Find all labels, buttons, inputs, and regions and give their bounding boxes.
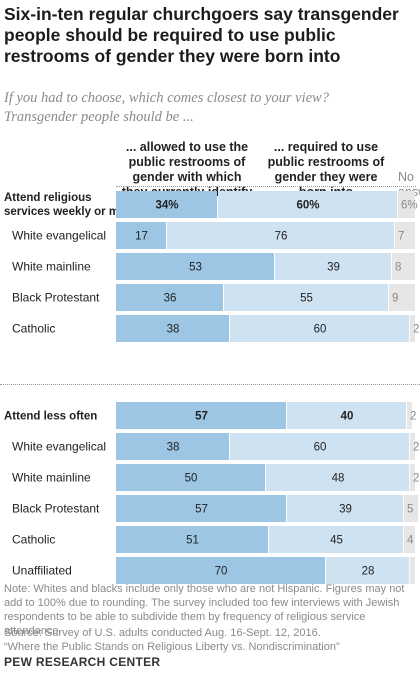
data-label-no-answer: 2 [413, 324, 419, 336]
bar-no-answer [410, 315, 415, 342]
row-label-line: White mainline [12, 260, 91, 274]
data-label-no-answer: 6% [401, 200, 418, 212]
bar-required [275, 253, 391, 280]
report-title: “Where the Public Stands on Religious Li… [4, 641, 340, 653]
row-label: Catholic [12, 322, 55, 336]
bar-required [224, 284, 388, 311]
row-label-line: White evangelical [12, 229, 106, 243]
data-label-allowed: 38 [167, 324, 180, 336]
row-label-line: Black Protestant [12, 291, 100, 305]
bar-required [287, 495, 403, 522]
chart-note: Note: Whites and blacks include only tho… [4, 583, 405, 637]
bar-allowed [116, 402, 286, 429]
data-label-no-answer: 9 [392, 293, 398, 305]
row-label-line: services weekly or more [4, 206, 137, 218]
data-label-no-answer: 4 [407, 535, 414, 547]
bar-no-answer [410, 433, 415, 460]
data-label-no-answer: 2 [410, 411, 416, 423]
data-label-allowed: 17 [135, 231, 148, 243]
data-label-no-answer: 8 [395, 262, 401, 274]
bar-allowed [116, 557, 325, 584]
row-label: Unaffiliated [12, 564, 72, 578]
data-label-allowed: 51 [186, 535, 199, 547]
bar-no-answer [410, 557, 415, 584]
data-label-no-answer: 7 [398, 231, 404, 243]
bar-allowed [116, 191, 217, 218]
data-label-no-answer: 5 [407, 504, 413, 516]
bar-no-answer [392, 253, 415, 280]
row-label: White evangelical [12, 229, 106, 243]
row-label-line: Catholic [12, 322, 55, 336]
data-label-required: 60% [296, 200, 319, 212]
bar-allowed [116, 433, 229, 460]
row-label: White mainline [12, 260, 91, 274]
header-divider [116, 186, 416, 187]
bar-allowed [116, 526, 268, 553]
data-label-allowed: 36 [164, 293, 177, 305]
bar-no-answer [404, 495, 418, 522]
bar-required [326, 557, 409, 584]
bar-allowed [116, 464, 265, 491]
data-label-required: 45 [330, 535, 343, 547]
subtitle-line-2: Transgender people should be ... [4, 109, 194, 125]
data-label-no-answer: 2 [413, 473, 419, 485]
subtitle-line-1: If you had to choose, which comes closes… [4, 90, 329, 106]
row-label-line: Attend religious [4, 192, 92, 204]
row-label: White evangelical [12, 440, 106, 454]
data-label-allowed: 57 [195, 504, 208, 516]
row-label: White mainline [12, 471, 91, 485]
data-label-required: 28 [362, 566, 375, 578]
data-label-no-answer: 2 [413, 442, 419, 454]
chart-subtitle: If you had to choose, which comes closes… [4, 89, 416, 127]
data-label-required: 55 [300, 293, 313, 305]
bar-required [230, 433, 409, 460]
row-label: Black Protestant [12, 502, 100, 516]
row-label: Attend religious services weekly or more [4, 192, 137, 218]
row-label-line: Black Protestant [12, 502, 100, 516]
bar-no-answer [389, 284, 415, 311]
bar-required [269, 526, 403, 553]
data-label-required: 76 [275, 231, 288, 243]
bar-allowed [116, 495, 286, 522]
data-label-required: 39 [339, 504, 352, 516]
data-label-required: 39 [327, 262, 340, 274]
data-label-allowed: 57 [195, 411, 208, 423]
row-label: Black Protestant [12, 291, 100, 305]
bar-required [218, 191, 397, 218]
bar-required [266, 464, 409, 491]
bar-required [167, 222, 394, 249]
bar-no-answer [410, 464, 415, 491]
data-label-allowed: 38 [167, 442, 180, 454]
bar-no-answer [404, 526, 415, 553]
row-label-line: Attend less often [4, 411, 97, 423]
data-label-required: 60 [314, 324, 327, 336]
group-separator [0, 384, 420, 385]
data-label-allowed: 50 [185, 473, 198, 485]
bar-no-answer [398, 191, 415, 218]
row-label-line: Catholic [12, 533, 55, 547]
bar-no-answer [407, 402, 412, 429]
bar-required [287, 402, 406, 429]
bar-allowed [116, 222, 166, 249]
data-label-allowed: 70 [215, 566, 228, 578]
bar-required [230, 315, 409, 342]
bar-allowed [116, 315, 229, 342]
row-label-line: White evangelical [12, 440, 106, 454]
data-label-allowed: 53 [189, 262, 202, 274]
row-label: Catholic [12, 533, 55, 547]
organization-name: PEW RESEARCH CENTER [4, 655, 161, 669]
row-label: Attend less often [4, 411, 97, 423]
bar-allowed [116, 284, 223, 311]
data-label-required: 48 [332, 473, 345, 485]
bar-allowed [116, 253, 274, 280]
row-label-line: Unaffiliated [12, 564, 72, 578]
row-label-line: White mainline [12, 471, 91, 485]
chart-source: Source: Survey of U.S. adults conducted … [4, 627, 321, 639]
chart-title: Six-in-ten regular churchgoers say trans… [4, 4, 399, 66]
bar-no-answer [395, 222, 415, 249]
data-label-required: 40 [341, 411, 354, 423]
data-label-allowed: 34% [155, 200, 178, 212]
data-label-required: 60 [314, 442, 327, 454]
